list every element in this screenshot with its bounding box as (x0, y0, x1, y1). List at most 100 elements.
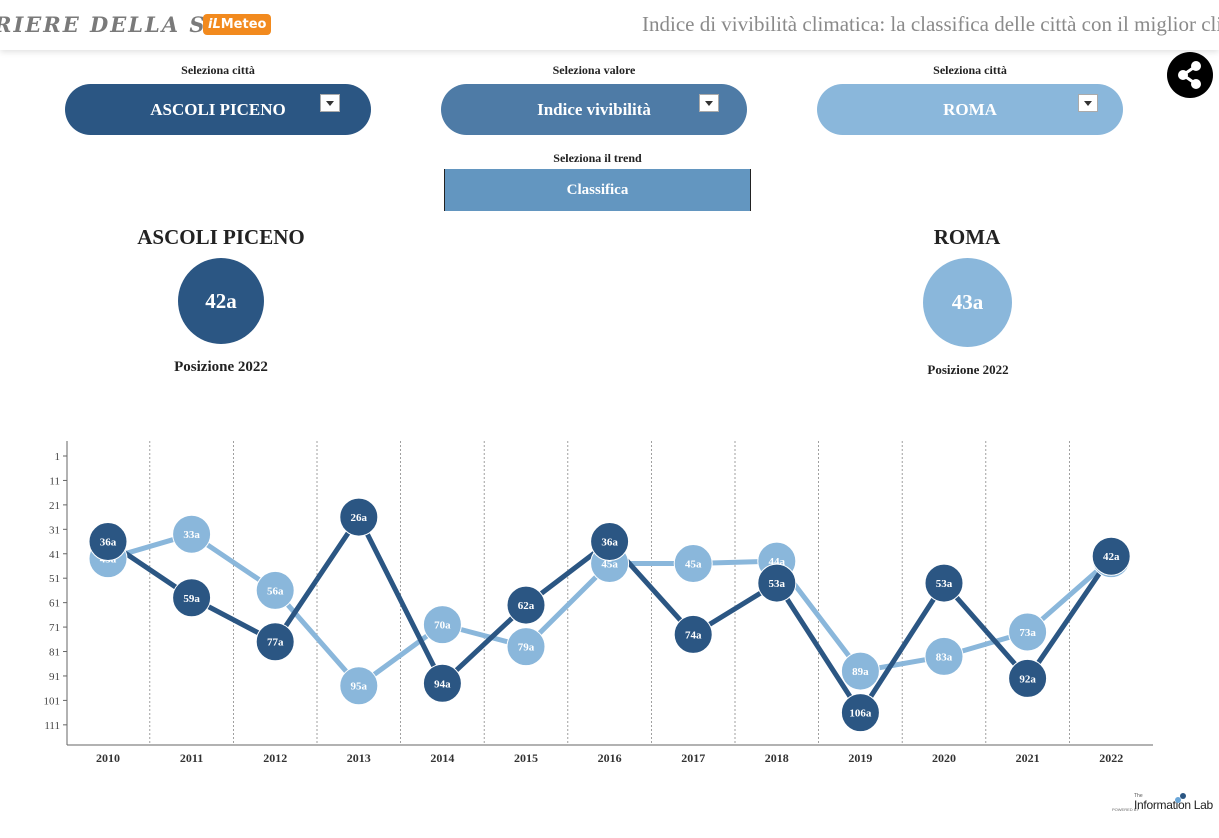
y-tick-label: 61 (49, 598, 60, 610)
data-label: 95a (351, 681, 368, 693)
x-tick-label: 2014 (430, 751, 454, 765)
data-label: 45a (685, 559, 702, 571)
value-select[interactable]: Indice vivibilità (441, 84, 747, 135)
trend-select[interactable]: Classifica (444, 169, 751, 211)
data-label: 79a (518, 642, 535, 654)
logo-name-text: Information Lab (1134, 798, 1213, 812)
x-tick-label: 2013 (347, 751, 371, 765)
meteo-prefix: iL (208, 17, 221, 32)
y-tick-label: 91 (49, 671, 60, 683)
series-point-city1 (924, 563, 964, 603)
series-point-city1 (1008, 658, 1048, 698)
city2-select-value: ROMA (943, 99, 997, 119)
x-tick-label: 2010 (96, 751, 120, 765)
series-point-city1 (339, 497, 379, 537)
data-label: 77a (267, 637, 284, 649)
powered-by-text: POWERED BY (1112, 807, 1140, 812)
data-label: 73a (1019, 627, 1036, 639)
x-tick-label: 2022 (1099, 751, 1123, 765)
city1-name: ASCOLI PICENO (137, 225, 305, 249)
series-point-city1 (590, 522, 630, 562)
data-label: 83a (936, 651, 953, 663)
data-label: 42a (1103, 551, 1120, 563)
data-label: 62a (518, 600, 535, 612)
city2-select-label: Seleziona città (933, 63, 1007, 77)
data-label: 45a (601, 559, 618, 571)
data-label: 33a (183, 529, 200, 541)
series-point-city1 (757, 563, 797, 603)
y-tick-label: 1 (55, 451, 61, 463)
data-label: 53a (769, 578, 786, 590)
y-tick-label: 81 (49, 647, 60, 659)
city2-rank-badge: 43a (923, 258, 1012, 347)
y-tick-label: 111 (44, 720, 60, 732)
y-tick-label: 31 (49, 524, 60, 536)
series-point-city2 (924, 636, 964, 676)
data-label: 74a (685, 629, 702, 641)
x-tick-label: 2012 (263, 751, 287, 765)
chevron-down-icon[interactable] (320, 94, 340, 112)
header: RIERE DELLA SERA iLMeteo Indice di vivib… (0, 0, 1219, 50)
x-tick-label: 2015 (514, 751, 538, 765)
x-tick-label: 2021 (1016, 751, 1040, 765)
city1-rank-caption: Posizione 2022 (174, 359, 268, 375)
series-point-city1 (422, 663, 462, 703)
city2-select[interactable]: ROMA (817, 84, 1123, 135)
data-label: 36a (100, 537, 117, 549)
data-label: 94a (434, 678, 451, 690)
series-point-city1 (172, 578, 212, 618)
data-label: 36a (601, 537, 618, 549)
data-label: 106a (849, 708, 872, 720)
x-tick-label: 2011 (180, 751, 203, 765)
series-point-city2 (422, 605, 462, 645)
series-point-city2 (255, 570, 295, 610)
series-point-city2 (673, 544, 713, 584)
series-point-city2 (339, 666, 379, 706)
series-point-city2 (840, 651, 880, 691)
city1-select-label: Seleziona città (181, 63, 255, 77)
y-tick-label: 41 (49, 549, 60, 561)
y-tick-label: 101 (44, 695, 61, 707)
y-tick-label: 51 (49, 573, 60, 585)
series-point-city1 (1091, 536, 1131, 576)
x-tick-label: 2017 (681, 751, 705, 765)
city2-name: ROMA (933, 225, 1001, 249)
page-title: Indice di vivibilità climatica: la class… (642, 12, 1219, 36)
meteo-logo[interactable]: iLMeteo (203, 14, 272, 35)
share-icon (1178, 61, 1201, 89)
y-tick-label: 21 (49, 500, 60, 512)
city1-rank-badge: 42a (178, 258, 264, 344)
share-button[interactable] (1167, 52, 1213, 98)
city1-select[interactable]: ASCOLI PICENO (65, 84, 371, 135)
data-label: 89a (852, 666, 869, 678)
series-point-city2 (506, 627, 546, 667)
information-lab-icon (1175, 793, 1186, 803)
series-point-city2 (1008, 612, 1048, 652)
data-label: 92a (1019, 673, 1036, 685)
city2-rank-caption: Posizione 2022 (927, 362, 1009, 377)
series-point-city1 (88, 522, 128, 562)
series-point-city1 (255, 622, 295, 662)
value-select-value: Indice vivibilità (537, 99, 651, 119)
y-tick-label: 11 (49, 475, 60, 487)
data-label: 70a (434, 620, 451, 632)
data-label: 56a (267, 585, 284, 597)
x-tick-label: 2016 (598, 751, 622, 765)
series-point-city2 (172, 514, 212, 554)
data-label: 59a (183, 593, 200, 605)
chevron-down-icon[interactable] (1078, 94, 1098, 112)
x-tick-label: 2018 (765, 751, 789, 765)
y-tick-label: 71 (49, 622, 60, 634)
x-tick-label: 2019 (848, 751, 872, 765)
series-point-city1 (673, 614, 713, 654)
value-select-label: Seleziona valore (552, 63, 636, 77)
logo-the-text: The (1134, 793, 1143, 799)
city1-select-value: ASCOLI PICENO (150, 99, 286, 119)
series-point-city1 (506, 585, 546, 625)
data-label: 26a (351, 512, 368, 524)
meteo-label: Meteo (220, 17, 267, 32)
chevron-down-icon[interactable] (699, 94, 719, 112)
x-tick-label: 2020 (932, 751, 956, 765)
trend-select-label: Seleziona il trend (553, 151, 642, 165)
